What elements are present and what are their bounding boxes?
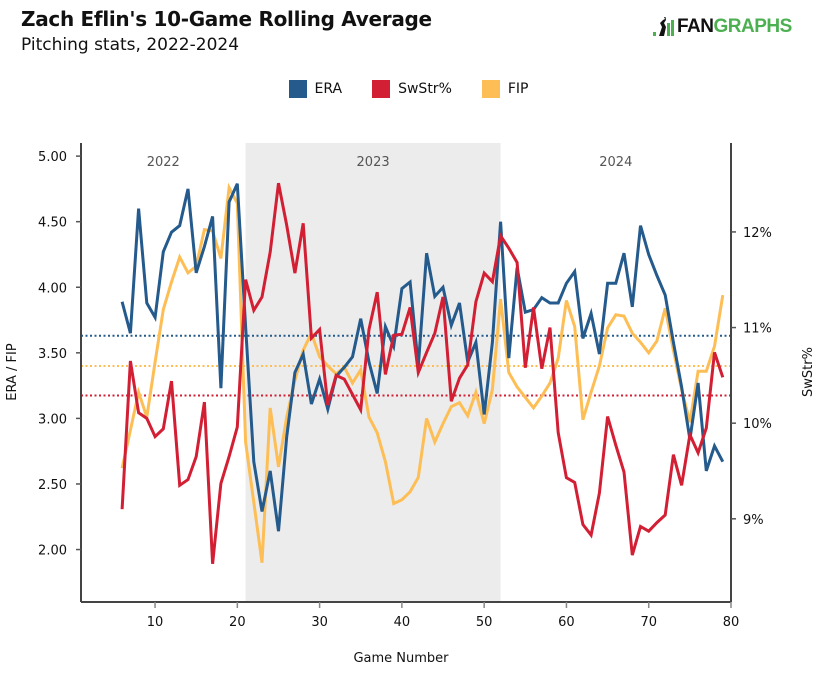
chart-subtitle: Pitching stats, 2022-2024 [21, 35, 240, 55]
y-axis-title-left: ERA / FIP [5, 343, 20, 401]
y-tick-label-right: 12% [743, 226, 772, 241]
fangraphs-logo[interactable]: FAN GRAPHS [653, 16, 792, 38]
y-tick-label-left: 2.50 [38, 478, 67, 493]
legend-item-fip[interactable]: FIP [481, 80, 529, 98]
series-line-swstr [120, 182, 725, 564]
x-tick-label: 60 [558, 615, 575, 630]
x-tick-label: 40 [394, 615, 411, 630]
season-label-2024: 2024 [599, 155, 632, 170]
y-tick-label-right: 10% [743, 417, 772, 432]
y-tick-label-right: 11% [743, 322, 772, 337]
series-line-era [120, 183, 725, 532]
y-axis-title-right: SwStr% [801, 347, 816, 397]
chart-title: Zach Eflin's 10-Game Rolling Average [21, 7, 432, 31]
x-tick-label: 20 [229, 615, 246, 630]
y-tick-label-left: 4.50 [38, 216, 67, 231]
logo-text-fan: FAN [677, 16, 714, 37]
legend-item-swstr[interactable]: SwStr% [372, 80, 452, 98]
season-labels: 2022 2023 2024 [147, 155, 633, 170]
y-tick-label-right: 9% [743, 513, 764, 528]
axes: 10 20 30 40 50 60 70 80 2.00 2.50 3.00 3.50 4.00 4.50… [38, 143, 772, 630]
season-label-2023: 2023 [357, 155, 390, 170]
y-tick-label-left: 3.00 [38, 412, 67, 427]
y-tick-label-left: 2.00 [38, 544, 67, 559]
fangraphs-logo-icon [653, 17, 674, 36]
y-tick-label-left: 5.00 [38, 150, 67, 165]
x-tick-label: 10 [147, 615, 164, 630]
x-tick-label: 50 [476, 615, 493, 630]
x-tick-label: 70 [640, 615, 657, 630]
series-line-fip [120, 182, 725, 563]
legend-label-swstr: SwStr% [398, 81, 452, 97]
x-tick-label: 80 [723, 615, 740, 630]
legend: ERA SwStr% FIP [0, 80, 817, 98]
legend-swatch-swstr [372, 80, 391, 98]
y-tick-label-left: 4.00 [38, 281, 67, 296]
legend-swatch-era [288, 80, 307, 98]
series-lines [120, 182, 725, 564]
season-label-2022: 2022 [147, 155, 180, 170]
legend-item-era[interactable]: ERA [288, 80, 343, 98]
legend-label-era: ERA [314, 81, 343, 97]
y-tick-label-left: 3.50 [38, 347, 67, 362]
x-tick-label: 30 [311, 615, 328, 630]
legend-label-fip: FIP [507, 81, 529, 97]
logo-text-graphs: GRAPHS [713, 16, 793, 37]
legend-swatch-fip [481, 80, 500, 98]
x-axis-title: Game Number [353, 651, 449, 666]
reference-lines [81, 334, 731, 397]
